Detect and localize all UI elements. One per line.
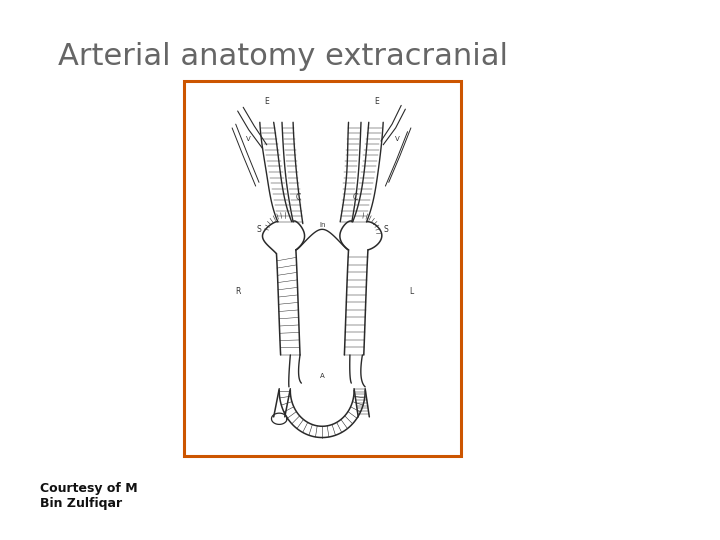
Text: In: In: [319, 222, 325, 228]
Text: C: C: [352, 193, 358, 202]
Text: C: C: [296, 193, 301, 202]
Text: R: R: [235, 287, 240, 296]
Text: A: A: [320, 373, 325, 379]
Text: E: E: [374, 97, 379, 106]
Text: S: S: [383, 225, 388, 234]
Text: Courtesy of M
Bin Zulfiqar: Courtesy of M Bin Zulfiqar: [40, 482, 138, 510]
Text: S: S: [256, 225, 261, 234]
Text: V: V: [246, 136, 251, 142]
Text: V: V: [395, 136, 400, 142]
Bar: [184, 81, 461, 456]
Text: L: L: [409, 287, 413, 296]
Text: E: E: [264, 97, 269, 106]
Text: Arterial anatomy extracranial: Arterial anatomy extracranial: [58, 42, 508, 71]
